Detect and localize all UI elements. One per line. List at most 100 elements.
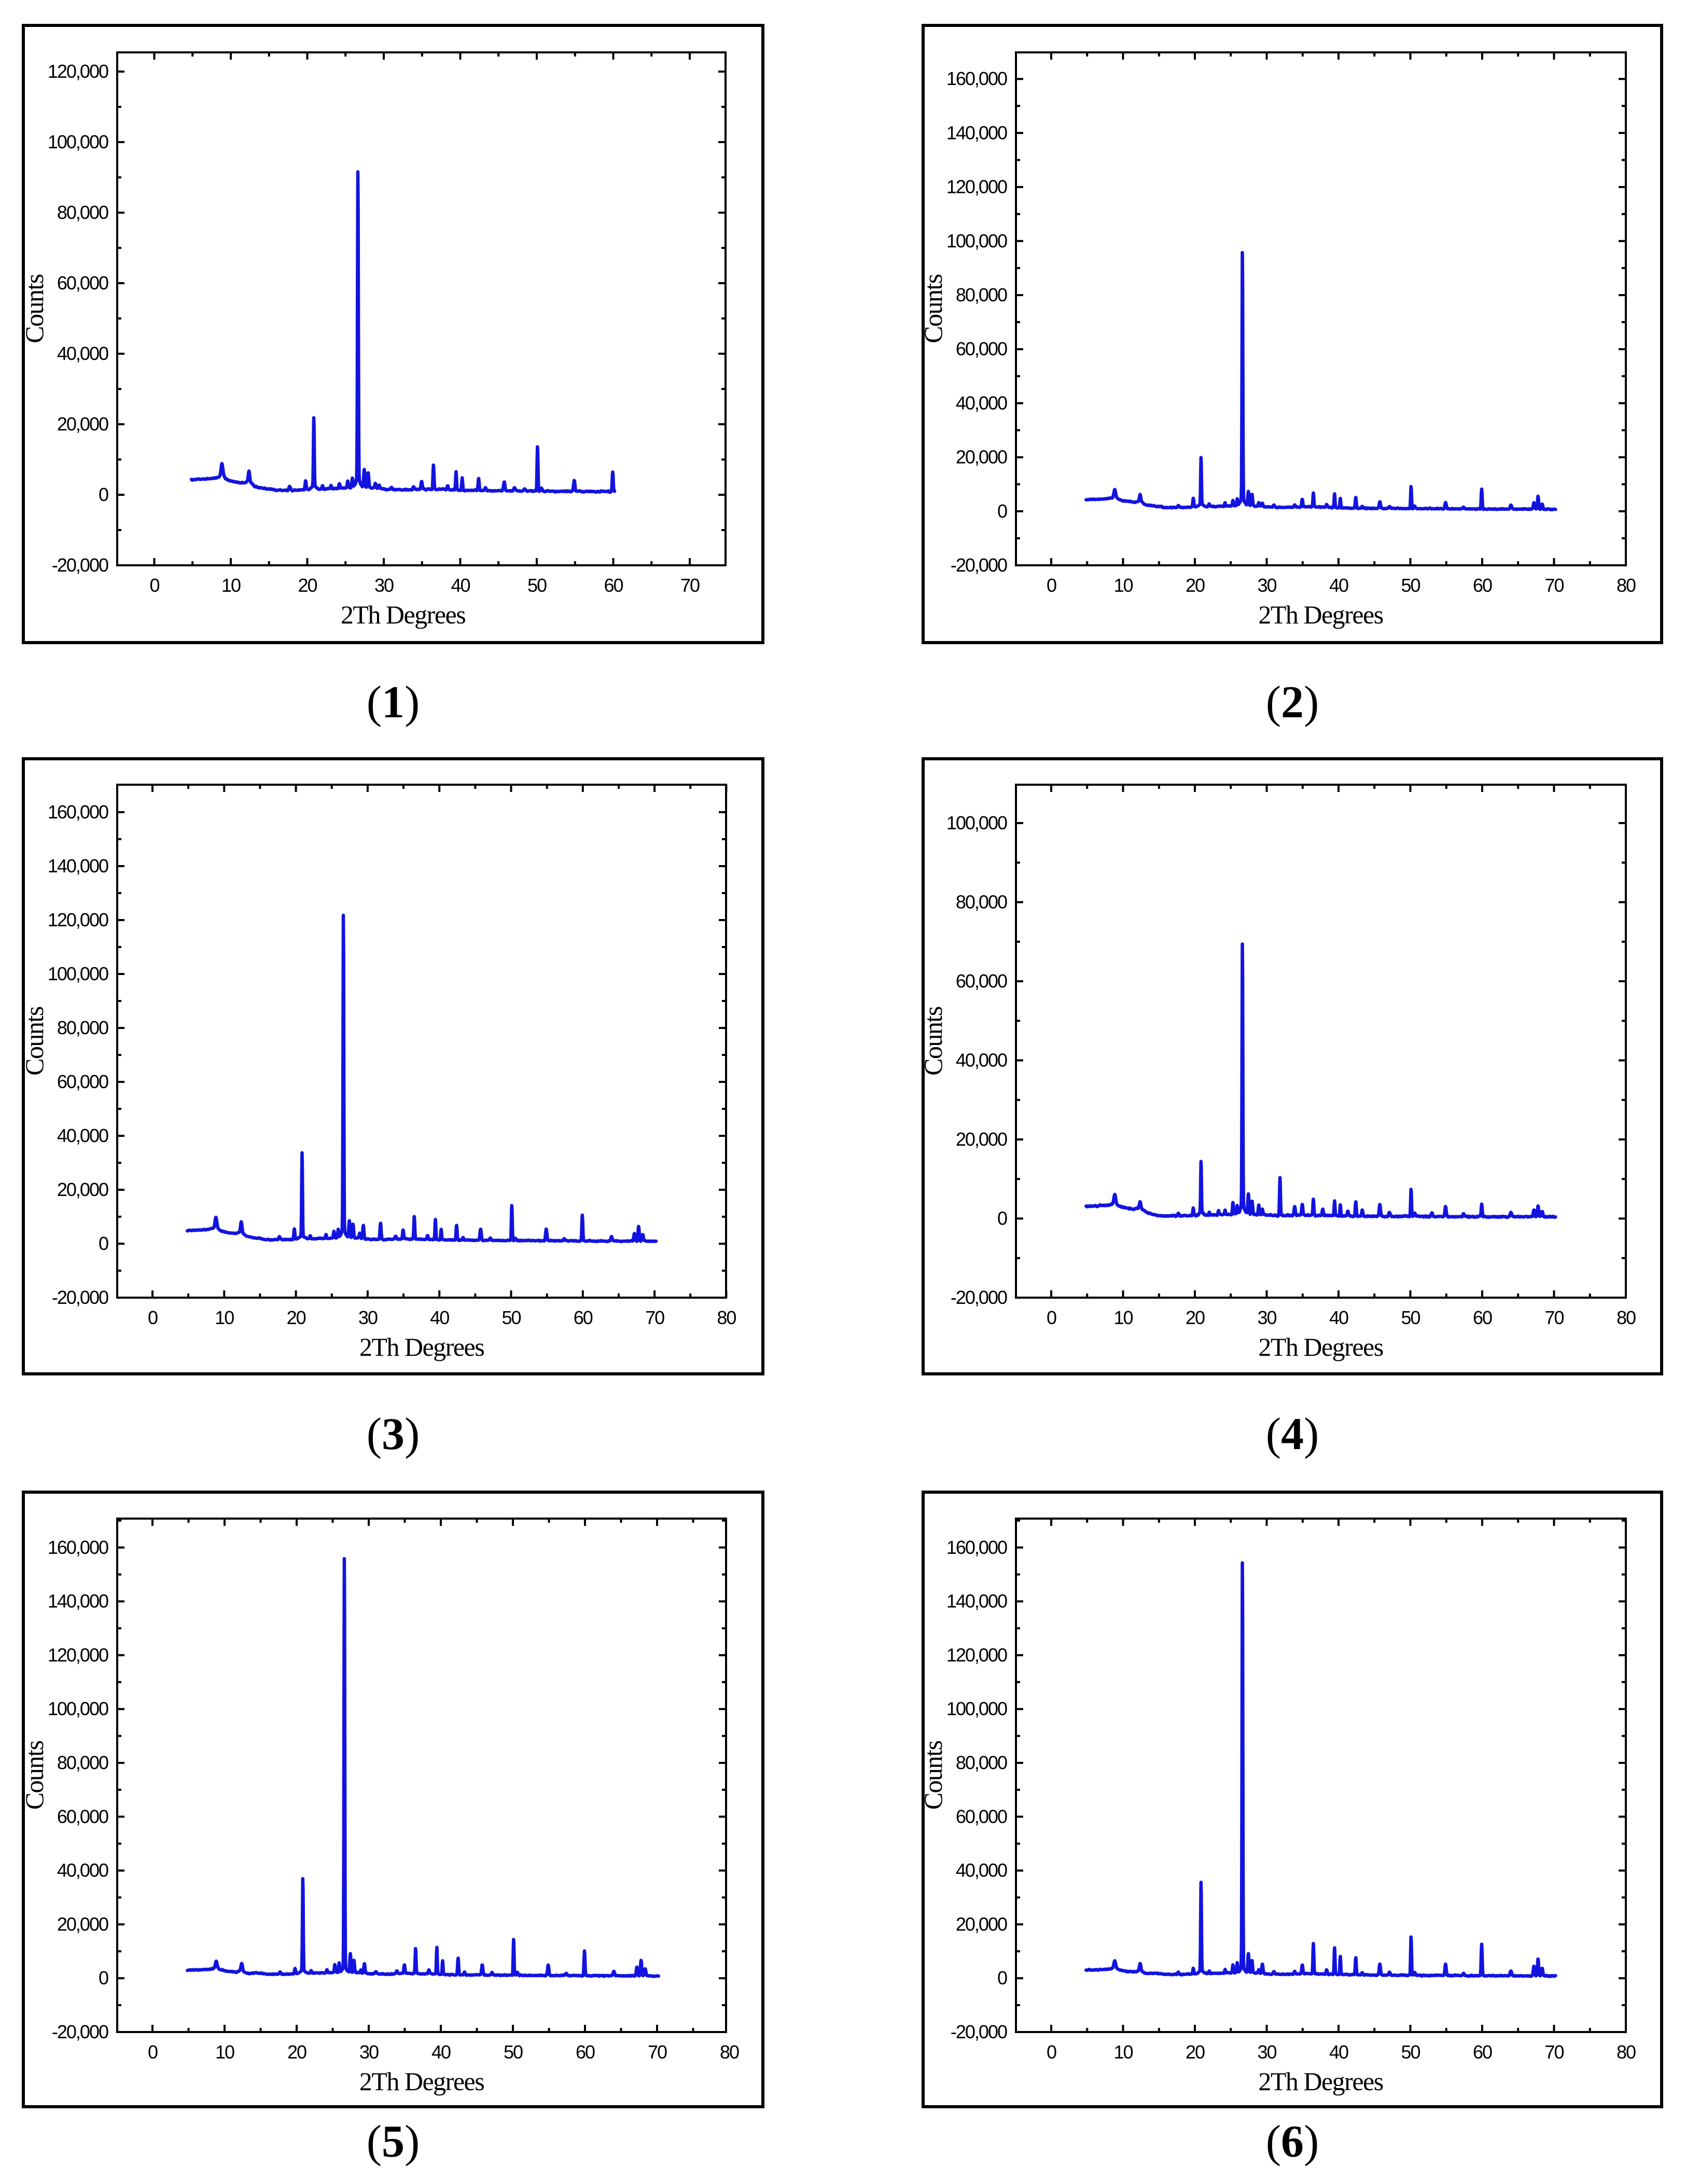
svg-text:20,000: 20,000	[57, 1179, 108, 1200]
svg-text:-20,000: -20,000	[52, 2021, 108, 2042]
svg-text:100,000: 100,000	[48, 131, 108, 152]
svg-text:-20,000: -20,000	[951, 554, 1007, 576]
svg-text:2Th Degrees: 2Th Degrees	[1258, 600, 1383, 629]
svg-text:(6): (6)	[1266, 2117, 1319, 2167]
svg-text:0: 0	[997, 500, 1007, 522]
svg-text:0: 0	[99, 1233, 108, 1254]
svg-text:120,000: 120,000	[48, 1644, 108, 1665]
svg-text:140,000: 140,000	[48, 1591, 108, 1612]
svg-text:40,000: 40,000	[956, 1050, 1007, 1071]
svg-text:140,000: 140,000	[946, 122, 1007, 143]
svg-text:60: 60	[1473, 575, 1492, 596]
svg-text:50: 50	[504, 2041, 523, 2063]
svg-text:80,000: 80,000	[57, 1017, 108, 1038]
svg-text:30: 30	[1257, 575, 1276, 596]
svg-text:20,000: 20,000	[57, 1913, 108, 1935]
svg-text:Counts: Counts	[20, 274, 49, 343]
svg-text:60,000: 60,000	[956, 338, 1007, 359]
svg-text:140,000: 140,000	[48, 855, 108, 877]
svg-text:60,000: 60,000	[57, 1071, 108, 1092]
svg-text:0: 0	[1047, 575, 1056, 596]
svg-text:10: 10	[1113, 575, 1133, 596]
svg-text:60,000: 60,000	[57, 1806, 108, 1827]
svg-text:80: 80	[1617, 575, 1636, 596]
svg-text:0: 0	[148, 2041, 158, 2063]
svg-text:0: 0	[99, 484, 108, 505]
svg-text:60: 60	[576, 2041, 595, 2063]
svg-text:20,000: 20,000	[956, 1913, 1007, 1935]
svg-text:70: 70	[680, 575, 700, 596]
svg-text:2Th Degrees: 2Th Degrees	[1258, 1332, 1383, 1361]
svg-text:40: 40	[431, 2041, 451, 2063]
svg-text:0: 0	[149, 575, 159, 596]
svg-text:100,000: 100,000	[48, 963, 108, 984]
svg-text:(5): (5)	[367, 2117, 420, 2167]
svg-text:10: 10	[1113, 2041, 1133, 2063]
svg-text:40,000: 40,000	[956, 1860, 1007, 1881]
svg-text:10: 10	[1113, 1307, 1133, 1328]
svg-text:20: 20	[287, 1307, 306, 1328]
svg-text:160,000: 160,000	[946, 68, 1007, 89]
svg-text:50: 50	[501, 1307, 521, 1328]
svg-text:80,000: 80,000	[956, 284, 1007, 305]
svg-text:40,000: 40,000	[57, 1125, 108, 1146]
svg-text:20,000: 20,000	[956, 1129, 1007, 1150]
svg-text:0: 0	[997, 1208, 1007, 1229]
svg-text:20: 20	[298, 575, 317, 596]
svg-text:(4): (4)	[1266, 1409, 1319, 1459]
svg-text:0: 0	[99, 1967, 108, 1988]
svg-text:(3): (3)	[367, 1409, 420, 1459]
svg-text:-20,000: -20,000	[951, 2021, 1007, 2042]
svg-text:50: 50	[527, 575, 547, 596]
svg-text:-20,000: -20,000	[52, 1287, 108, 1308]
svg-text:160,000: 160,000	[48, 1537, 108, 1558]
svg-text:0: 0	[1047, 2041, 1056, 2063]
svg-text:60,000: 60,000	[956, 970, 1007, 992]
svg-text:60: 60	[604, 575, 623, 596]
svg-text:120,000: 120,000	[946, 176, 1007, 198]
svg-text:40: 40	[1329, 575, 1348, 596]
svg-text:120,000: 120,000	[946, 1644, 1007, 1665]
svg-text:Counts: Counts	[918, 1007, 947, 1076]
svg-text:30: 30	[374, 575, 394, 596]
svg-text:60,000: 60,000	[57, 272, 108, 294]
svg-text:80: 80	[1617, 1307, 1636, 1328]
svg-text:50: 50	[1401, 2041, 1420, 2063]
svg-text:30: 30	[1257, 2041, 1276, 2063]
svg-text:70: 70	[645, 1307, 664, 1328]
svg-text:60: 60	[1473, 2041, 1492, 2063]
svg-text:0: 0	[997, 1967, 1007, 1988]
svg-text:2Th Degrees: 2Th Degrees	[1258, 2067, 1383, 2096]
svg-text:Counts: Counts	[918, 274, 947, 343]
svg-text:80: 80	[720, 2041, 739, 2063]
svg-text:50: 50	[1401, 1307, 1420, 1328]
svg-text:20: 20	[1186, 2041, 1205, 2063]
svg-text:80: 80	[1617, 2041, 1636, 2063]
svg-text:80: 80	[717, 1307, 736, 1328]
svg-text:Counts: Counts	[20, 1007, 49, 1076]
svg-text:100,000: 100,000	[946, 230, 1007, 252]
svg-text:70: 70	[1544, 575, 1564, 596]
svg-text:30: 30	[358, 1307, 378, 1328]
svg-text:100,000: 100,000	[946, 812, 1007, 833]
svg-text:0: 0	[1047, 1307, 1056, 1328]
svg-text:Counts: Counts	[918, 1741, 947, 1810]
svg-text:100,000: 100,000	[946, 1698, 1007, 1719]
svg-text:80,000: 80,000	[57, 202, 108, 223]
svg-text:60: 60	[1473, 1307, 1492, 1328]
svg-text:80,000: 80,000	[57, 1752, 108, 1773]
svg-text:70: 70	[648, 2041, 667, 2063]
svg-text:40,000: 40,000	[57, 343, 108, 364]
svg-text:120,000: 120,000	[48, 909, 108, 930]
svg-text:-20,000: -20,000	[951, 1287, 1007, 1308]
svg-text:160,000: 160,000	[48, 801, 108, 823]
svg-text:10: 10	[215, 1307, 234, 1328]
svg-text:(2): (2)	[1266, 677, 1319, 728]
svg-text:2Th Degrees: 2Th Degrees	[341, 600, 465, 629]
svg-text:10: 10	[221, 575, 241, 596]
svg-text:2Th Degrees: 2Th Degrees	[359, 1332, 484, 1361]
svg-text:20,000: 20,000	[956, 447, 1007, 468]
svg-text:40: 40	[451, 575, 470, 596]
svg-text:40: 40	[430, 1307, 449, 1328]
svg-text:2Th Degrees: 2Th Degrees	[359, 2067, 484, 2096]
